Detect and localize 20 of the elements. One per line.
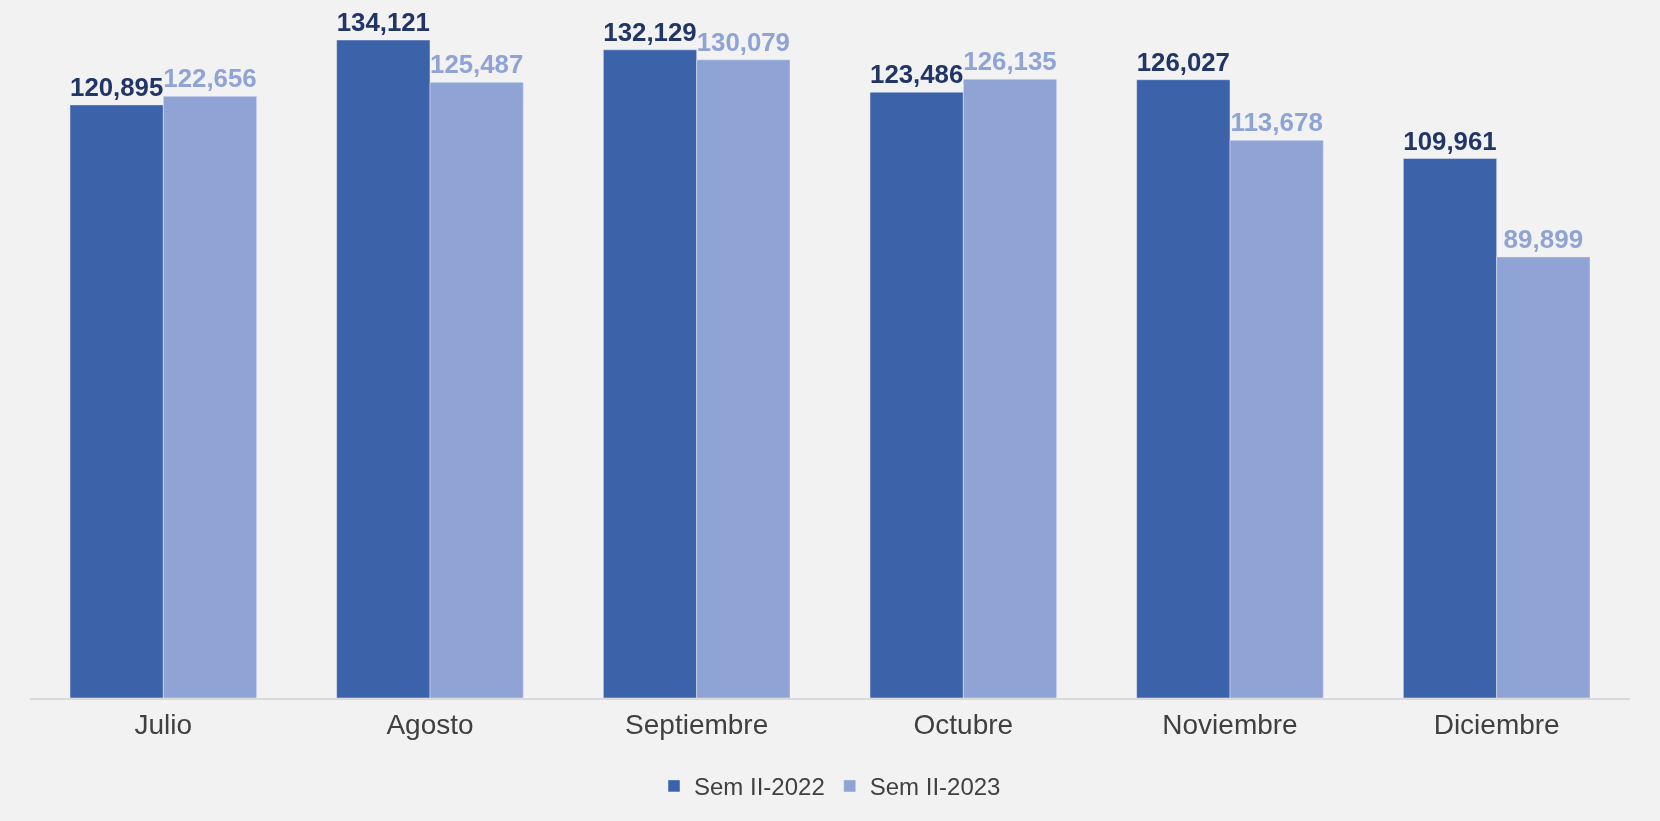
data-label: 122,656 — [163, 64, 257, 93]
x-tick-label: Septiembre — [625, 708, 769, 740]
data-label: 113,678 — [1230, 107, 1323, 138]
data-label: 120,895 — [70, 72, 164, 101]
data-label: 109,961 — [1403, 126, 1497, 155]
data-label: 89,899 — [1503, 223, 1584, 254]
data-label: 132,129 — [603, 17, 697, 46]
data-label: 134,121 — [336, 8, 430, 37]
x-tick-label: Agosto — [386, 708, 474, 740]
data-label: 123,486 — [870, 60, 964, 89]
x-tick-label: Diciembre — [1433, 708, 1560, 740]
x-tick-label: Octubre — [913, 708, 1014, 740]
data-label: 126,027 — [1136, 47, 1230, 76]
legend-label: Sem II-2022 — [694, 773, 825, 801]
data-label: 125,487 — [430, 50, 524, 79]
legend-label: Sem II-2023 — [869, 773, 1001, 801]
data-label: 126,135 — [963, 47, 1057, 76]
x-tick-label: Julio — [134, 708, 193, 740]
data-label: 130,079 — [696, 27, 790, 56]
x-tick-label: Noviembre — [1162, 708, 1298, 740]
